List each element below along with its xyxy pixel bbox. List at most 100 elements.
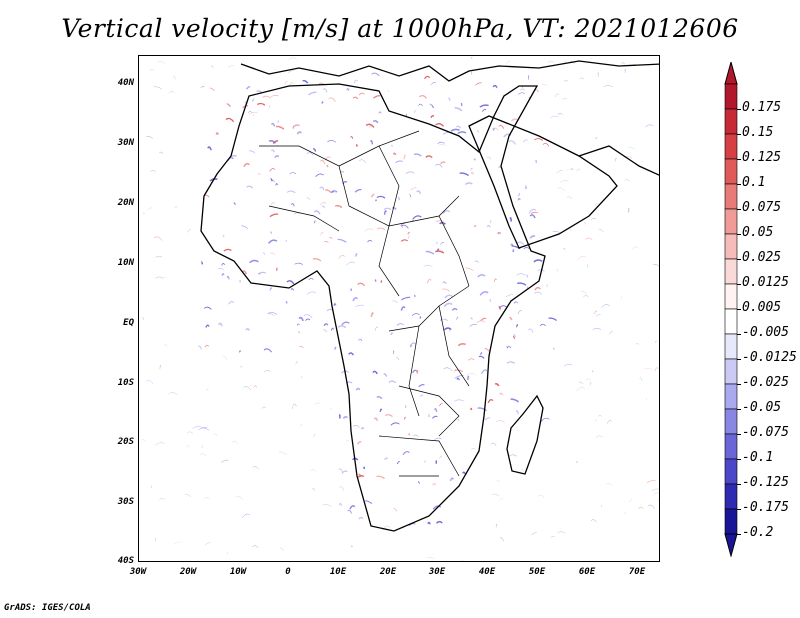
velocity-contour <box>200 427 210 431</box>
colorbar-tick <box>737 259 741 260</box>
velocity-contour <box>275 267 278 272</box>
velocity-contour <box>321 101 324 104</box>
colorbar-label: 0.05 <box>742 225 774 240</box>
velocity-contour <box>423 460 427 463</box>
velocity-contour <box>495 523 497 528</box>
velocity-contour <box>624 179 630 182</box>
velocity-contour <box>539 323 547 327</box>
velocity-contour <box>340 170 345 174</box>
velocity-contour <box>286 280 295 285</box>
colorbar-segment <box>724 83 738 110</box>
velocity-contour <box>516 273 526 276</box>
velocity-contour <box>217 268 225 271</box>
velocity-contour <box>292 124 300 128</box>
velocity-contour <box>652 492 659 496</box>
velocity-contour <box>238 350 242 353</box>
madagascar-coastline <box>506 394 544 475</box>
velocity-contour <box>499 392 504 396</box>
velocity-contour <box>141 439 146 442</box>
velocity-contour <box>629 499 633 503</box>
velocity-contour <box>515 410 519 415</box>
velocity-contour <box>352 297 359 302</box>
velocity-contour <box>583 295 589 298</box>
velocity-contour <box>396 323 405 327</box>
colorbar-label: -0.025 <box>742 375 789 390</box>
velocity-contour <box>400 239 409 242</box>
velocity-contour <box>370 139 374 145</box>
velocity-contour <box>221 273 225 276</box>
velocity-contour <box>308 91 317 96</box>
velocity-contour <box>578 381 583 385</box>
velocity-contour <box>142 212 145 215</box>
velocity-contour <box>213 433 218 436</box>
velocity-contour <box>484 348 490 352</box>
velocity-contour <box>414 110 416 113</box>
colorbar-segment <box>724 258 738 285</box>
velocity-contour <box>329 236 333 240</box>
velocity-contour <box>162 276 168 280</box>
velocity-contour <box>341 321 350 326</box>
velocity-contour <box>517 198 521 201</box>
velocity-contour <box>521 469 524 472</box>
velocity-contour <box>477 274 486 278</box>
colorbar <box>724 62 738 557</box>
velocity-contour <box>442 288 450 292</box>
velocity-contour <box>466 373 476 376</box>
velocity-contour <box>308 277 314 281</box>
colorbar-segment <box>724 308 738 335</box>
velocity-contour <box>435 520 443 524</box>
velocity-contour <box>413 434 419 438</box>
velocity-contour <box>403 154 406 160</box>
velocity-contour <box>319 186 325 191</box>
colorbar-label: -0.175 <box>742 500 789 515</box>
velocity-contour <box>383 207 392 211</box>
velocity-contour <box>558 531 565 534</box>
lon-label-50e: 50E <box>528 567 546 577</box>
velocity-contour <box>363 466 366 470</box>
velocity-contour <box>249 259 259 264</box>
velocity-contour <box>454 399 464 402</box>
velocity-contour <box>405 171 415 175</box>
velocity-contour <box>518 310 523 315</box>
velocity-contour <box>561 97 568 101</box>
colorbar-segment <box>724 283 738 310</box>
velocity-contour <box>159 498 166 501</box>
velocity-contour <box>312 258 322 262</box>
colorbar-segment <box>724 433 738 460</box>
velocity-contour <box>513 301 518 304</box>
velocity-contour <box>439 318 448 321</box>
velocity-contour <box>457 131 467 135</box>
velocity-contour <box>646 479 656 484</box>
country-borders <box>259 130 470 477</box>
velocity-contour <box>291 405 294 410</box>
velocity-contour <box>435 164 443 168</box>
colorbar-label: -0.075 <box>742 425 789 440</box>
velocity-contour <box>227 65 234 69</box>
velocity-contour <box>397 196 401 201</box>
velocity-contour <box>529 214 536 219</box>
velocity-contour <box>245 328 250 331</box>
velocity-contour <box>209 87 215 92</box>
velocity-contour <box>290 287 295 291</box>
colorbar-segment <box>724 208 738 235</box>
velocity-contour <box>365 500 373 505</box>
velocity-contour <box>337 238 347 243</box>
velocity-contour <box>367 239 373 243</box>
velocity-contour <box>486 156 492 160</box>
velocity-contour <box>280 547 284 551</box>
velocity-contour <box>523 246 530 250</box>
velocity-contour <box>328 97 336 103</box>
velocity-contour <box>396 461 400 465</box>
velocity-contour <box>432 415 438 419</box>
velocity-contour <box>447 97 451 101</box>
velocity-contour <box>355 304 364 308</box>
velocity-contour <box>320 159 326 165</box>
velocity-contour <box>292 403 297 407</box>
colorbar-tick <box>737 309 741 310</box>
velocity-contour <box>372 120 379 124</box>
velocity-contour <box>490 442 497 446</box>
velocity-contour <box>257 271 267 275</box>
velocity-contour <box>565 168 574 172</box>
velocity-contour <box>451 308 458 311</box>
velocity-contour <box>372 370 378 375</box>
